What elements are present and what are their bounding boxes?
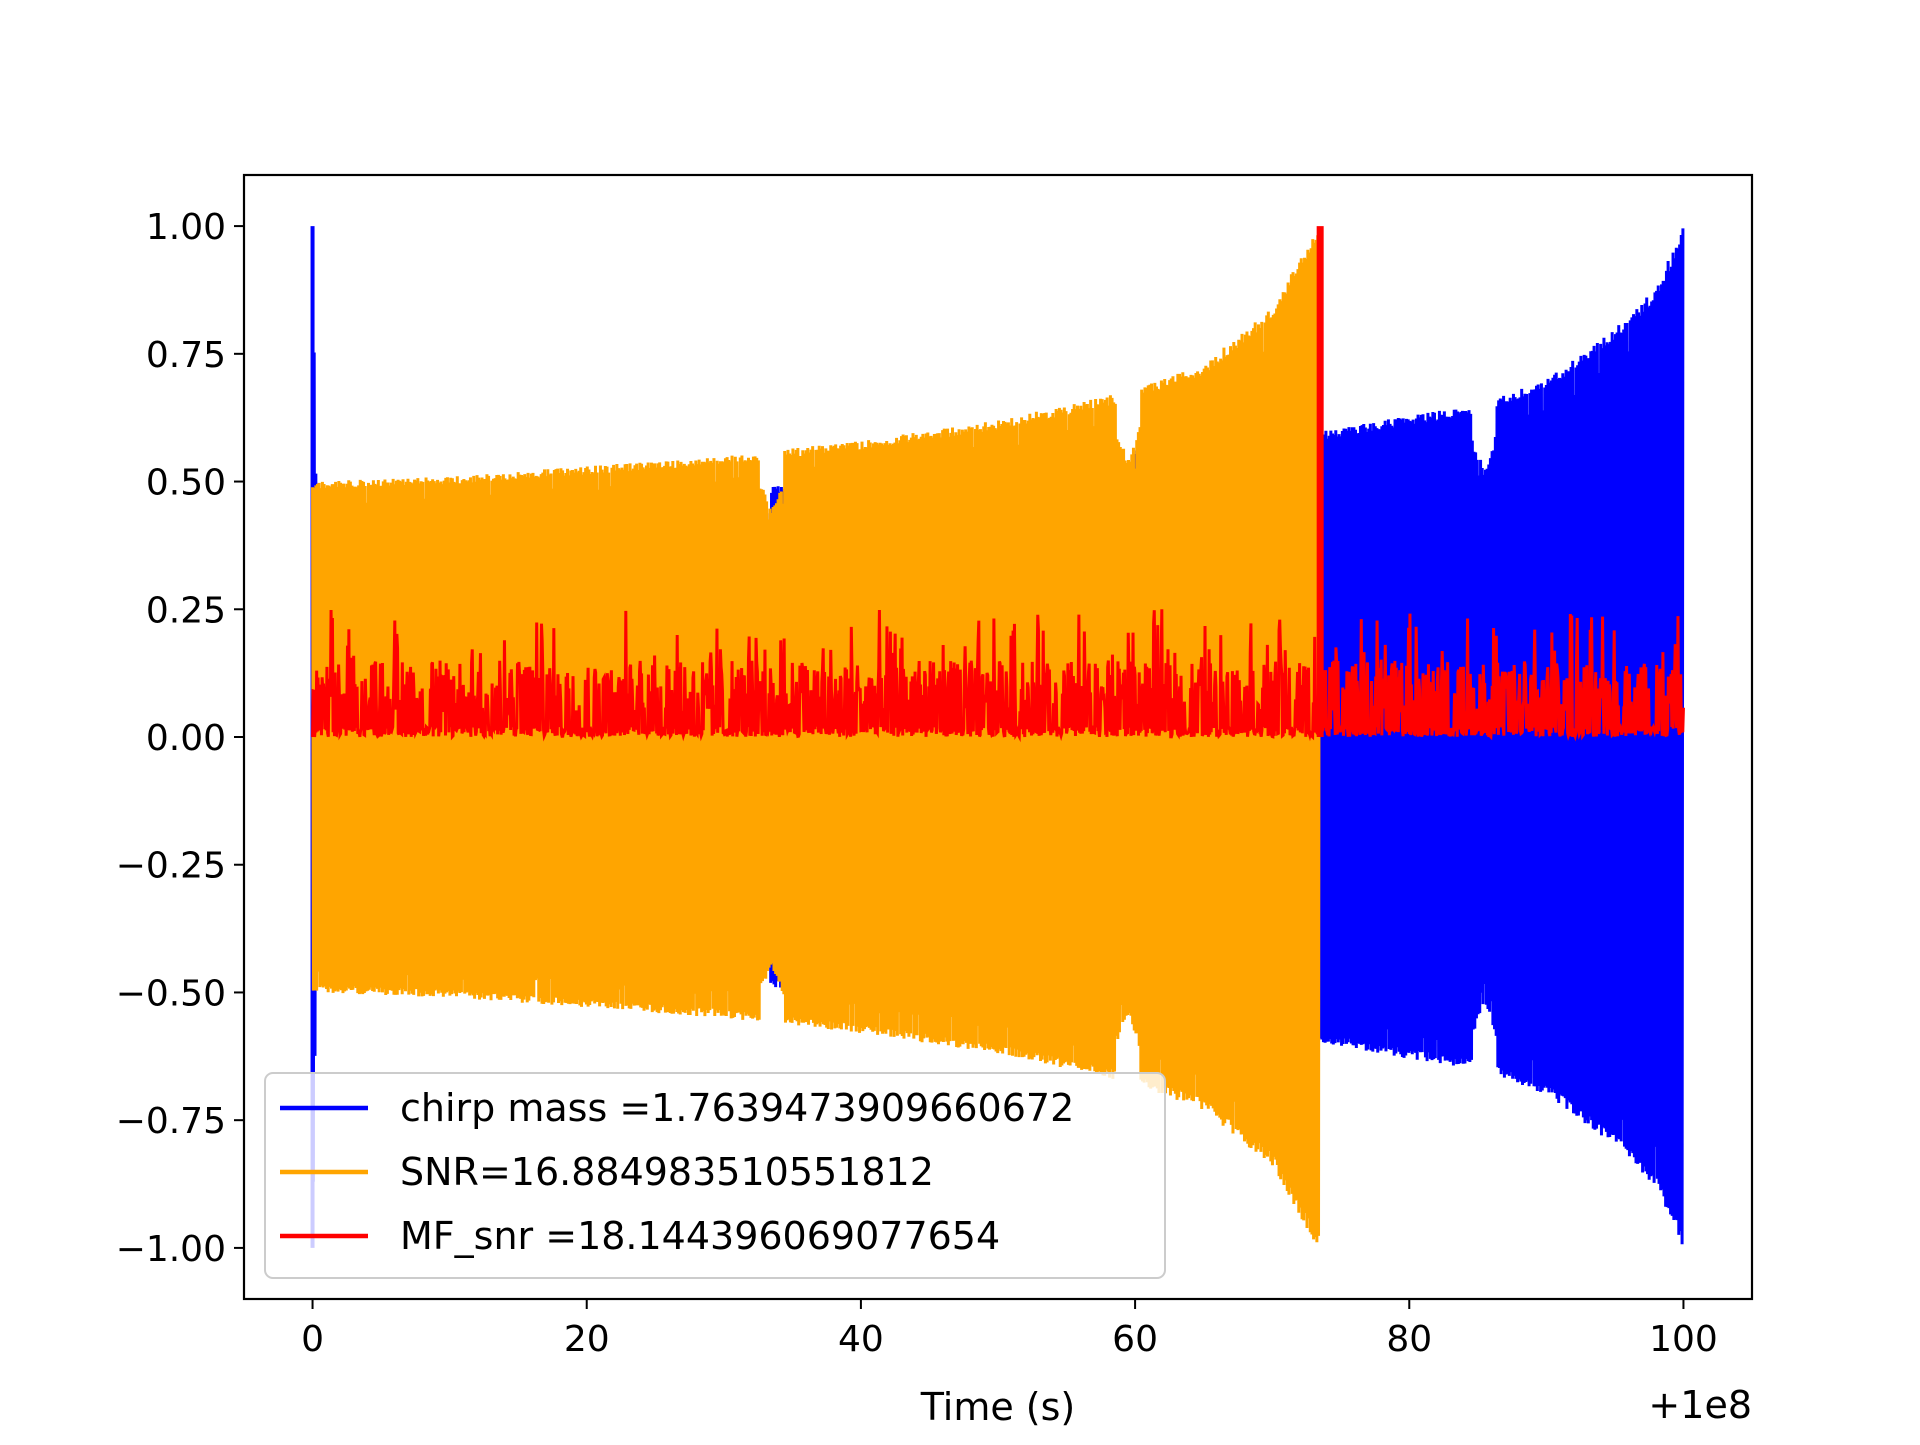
y-axis: 1.00 0.75 0.50 0.25 0.00 −0.25 −0.50 −0.75 −1.00 bbox=[116, 207, 244, 1270]
legend-label-mf-snr: MF_snr =18.144396069077654 bbox=[400, 1214, 1000, 1258]
legend: chirp mass =1.7639473909660672 SNR=16.88… bbox=[264, 1072, 1166, 1279]
x-tick-label: 100 bbox=[1649, 1319, 1718, 1360]
series-layer bbox=[310, 226, 1685, 1248]
x-tick-label: 0 bbox=[301, 1319, 324, 1360]
y-tick-label: 0.50 bbox=[146, 463, 226, 504]
y-tick-label: −0.25 bbox=[116, 846, 226, 887]
y-tick-label: 0.75 bbox=[146, 335, 226, 376]
y-tick-label: −0.75 bbox=[116, 1101, 226, 1142]
mf-snr-series bbox=[311, 609, 1685, 743]
x-tick-label: 40 bbox=[838, 1319, 884, 1360]
legend-label-chirp-mass: chirp mass =1.7639473909660672 bbox=[400, 1086, 1074, 1130]
legend-box bbox=[264, 1072, 1166, 1279]
x-offset-label: +1e8 bbox=[1648, 1383, 1752, 1427]
x-tick-label: 80 bbox=[1386, 1319, 1432, 1360]
y-tick-label: 0.25 bbox=[146, 590, 226, 631]
y-tick-label: 0.00 bbox=[146, 718, 226, 759]
chirp-mass-baseline bbox=[1318, 736, 1684, 840]
x-tick-label: 20 bbox=[564, 1319, 610, 1360]
x-axis: 0 20 40 60 80 100 bbox=[301, 1299, 1718, 1360]
y-tick-label: 1.00 bbox=[146, 207, 226, 248]
x-tick-label: 60 bbox=[1112, 1319, 1158, 1360]
x-axis-label: Time (s) bbox=[920, 1385, 1076, 1429]
snr-series bbox=[311, 226, 1321, 1243]
y-tick-label: −1.00 bbox=[116, 1229, 226, 1270]
legend-label-snr: SNR=16.884983510551812 bbox=[400, 1150, 934, 1194]
y-tick-label: −0.50 bbox=[116, 973, 226, 1014]
